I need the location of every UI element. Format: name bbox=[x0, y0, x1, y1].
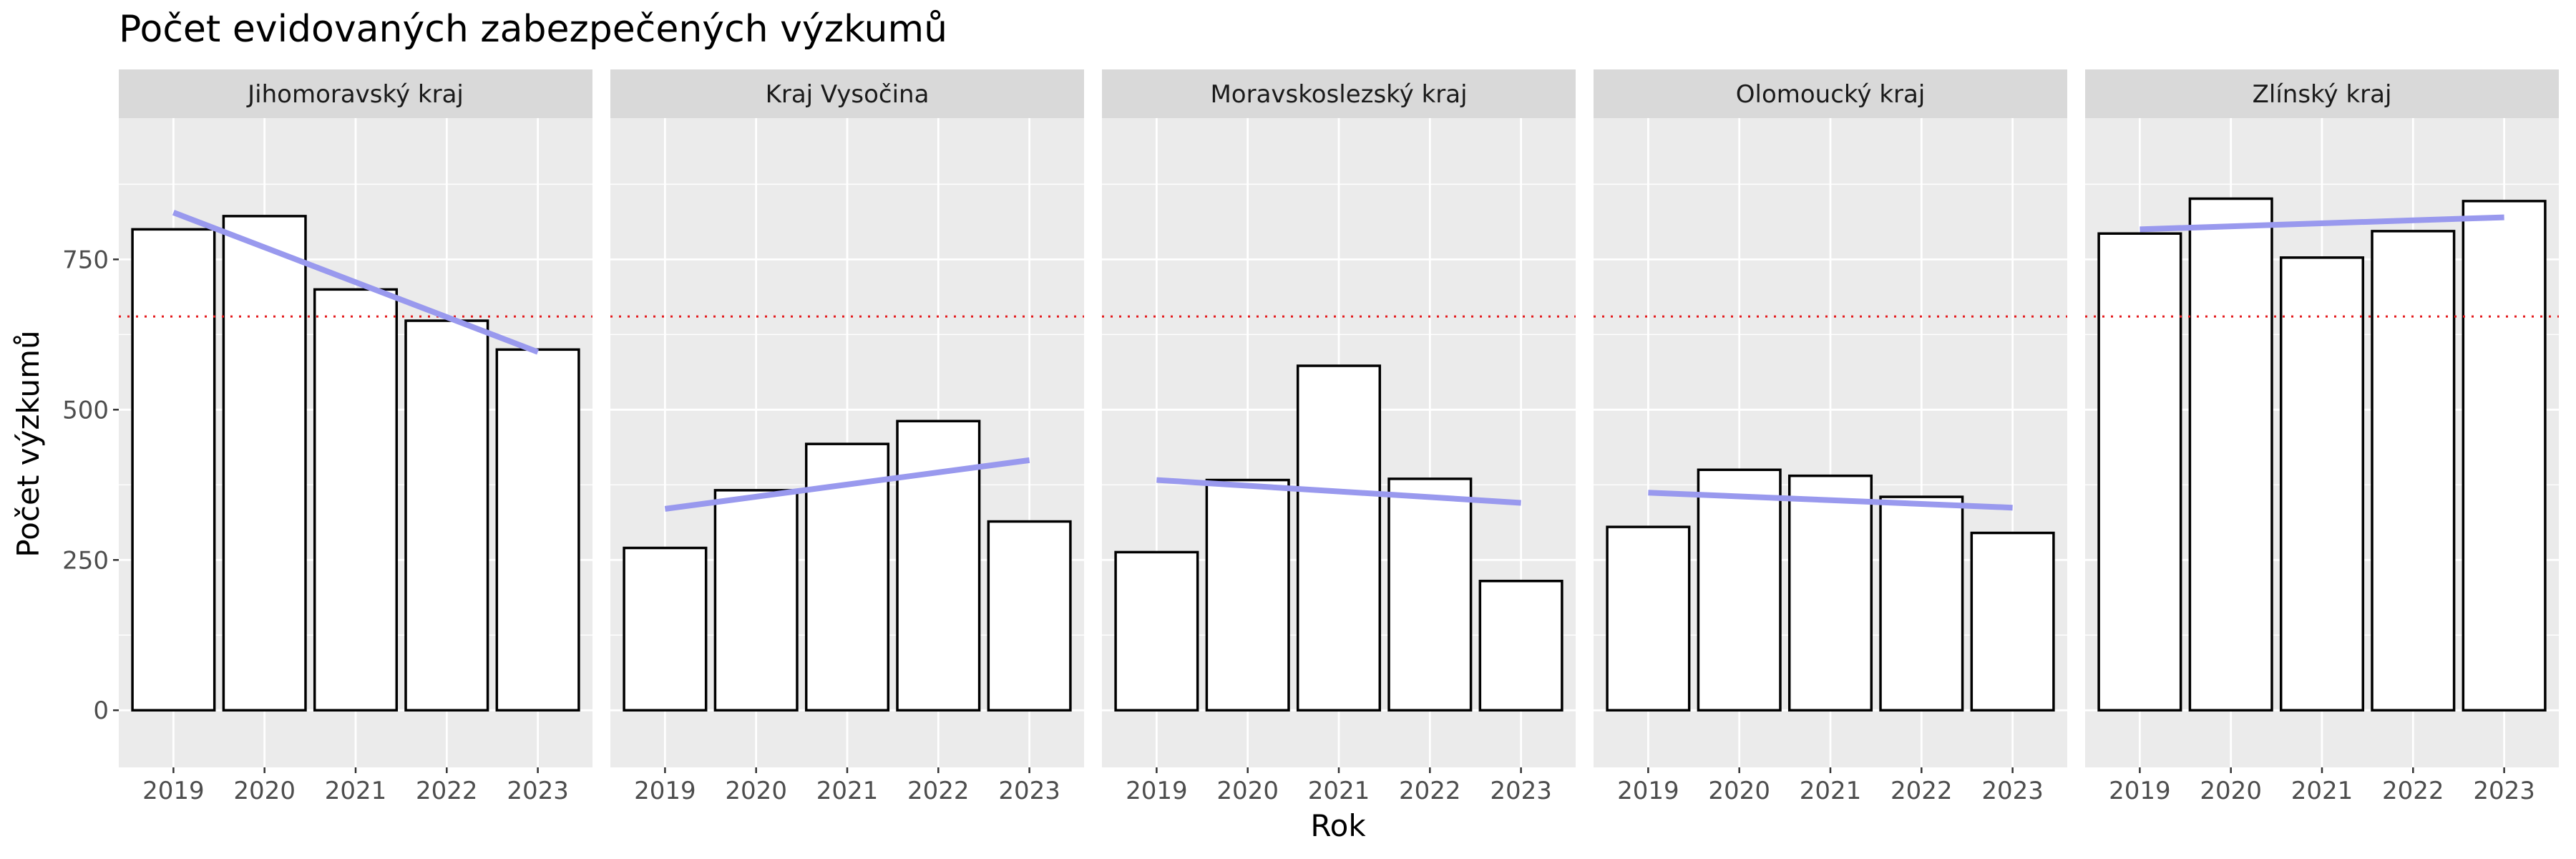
x-tick-label: 2023 bbox=[1981, 777, 2044, 805]
x-tick-label: 2019 bbox=[142, 777, 205, 805]
x-tick-label: 2023 bbox=[2473, 777, 2535, 805]
facet-panel: Moravskoslezský kraj 2019 2020 2021 2022 2023 bbox=[1102, 69, 1576, 805]
bar bbox=[1205, 478, 1290, 712]
bar bbox=[2188, 197, 2273, 712]
x-tick-label: 2022 bbox=[1890, 777, 1953, 805]
facet-strip-label: Olomoucký kraj bbox=[1736, 80, 1926, 109]
bar bbox=[1296, 364, 1382, 712]
x-tick-label: 2021 bbox=[1800, 777, 1862, 805]
y-axis-title: Počet výzkumů bbox=[11, 330, 46, 557]
facet-strip bbox=[119, 69, 592, 118]
x-tick-label: 2020 bbox=[1216, 777, 1279, 805]
trend-line bbox=[172, 210, 540, 355]
x-tick-label: 2022 bbox=[1399, 777, 1461, 805]
trend-line bbox=[1156, 477, 1521, 506]
x-tick-label: 2020 bbox=[233, 777, 296, 805]
bar bbox=[623, 546, 708, 712]
facet-strip-label: Kraj Vysočina bbox=[766, 80, 930, 109]
facet-panel: Jihomoravský kraj 2019 2020 2021 2022 2023 bbox=[119, 69, 592, 805]
x-tick-label: 2021 bbox=[1308, 777, 1370, 805]
facet-panel: Olomoucký kraj 2019 2020 2021 2022 2023 bbox=[1594, 69, 2067, 805]
bar bbox=[1478, 579, 1563, 712]
bar bbox=[1387, 477, 1473, 712]
y-tick-label: 750 bbox=[62, 246, 109, 274]
x-tick-label: 2019 bbox=[634, 777, 696, 805]
x-tick-label: 2023 bbox=[1490, 777, 1552, 805]
x-tick-label: 2019 bbox=[1126, 777, 1188, 805]
y-axis: 0 250 500 750 bbox=[62, 246, 119, 725]
x-tick-label: 2020 bbox=[725, 777, 787, 805]
x-tick-label: 2019 bbox=[1617, 777, 1679, 805]
facet-panel: Zlínský kraj 2019 2020 2021 2022 2023 bbox=[2085, 69, 2559, 805]
trend-line bbox=[2140, 214, 2504, 233]
facet-panel: Kraj Vysočina 2019 2020 2021 2022 2023 bbox=[610, 69, 1084, 805]
trend-line bbox=[1648, 490, 2013, 511]
bar bbox=[222, 215, 307, 712]
x-tick-label: 2022 bbox=[416, 777, 478, 805]
x-tick-label: 2022 bbox=[2382, 777, 2444, 805]
facet-strip-label: Moravskoslezský kraj bbox=[1210, 80, 1467, 109]
facet-strip bbox=[2085, 69, 2559, 118]
bar bbox=[2371, 230, 2456, 712]
bar bbox=[1114, 550, 1199, 712]
chart-title: Počet evidovaných zabezpečených výzkumů bbox=[119, 8, 947, 51]
x-tick-label: 2019 bbox=[2109, 777, 2171, 805]
facet-strip bbox=[1594, 69, 2067, 118]
bar bbox=[713, 489, 799, 712]
facet-strip-label: Jihomoravský kraj bbox=[246, 80, 464, 109]
facet-strip bbox=[1102, 69, 1576, 118]
y-tick-label: 500 bbox=[62, 396, 109, 424]
x-tick-label: 2023 bbox=[998, 777, 1060, 805]
bar bbox=[1606, 525, 1691, 712]
y-tick-label: 250 bbox=[62, 546, 109, 575]
facet-strip-label: Zlínský kraj bbox=[2253, 80, 2392, 109]
bar bbox=[495, 348, 580, 712]
x-axis-title: Rok bbox=[1310, 808, 1366, 843]
bar bbox=[404, 319, 489, 712]
x-tick-label: 2022 bbox=[907, 777, 970, 805]
x-tick-label: 2020 bbox=[2200, 777, 2262, 805]
bar bbox=[1787, 474, 1873, 712]
bar bbox=[2279, 256, 2365, 712]
x-tick-label: 2021 bbox=[2291, 777, 2353, 805]
x-tick-label: 2023 bbox=[507, 777, 569, 805]
bar bbox=[1697, 468, 1782, 712]
facet-strip bbox=[610, 69, 1084, 118]
bar bbox=[1970, 531, 2055, 712]
bar bbox=[987, 520, 1072, 712]
bar bbox=[1879, 495, 1964, 712]
bar bbox=[313, 288, 399, 712]
bar bbox=[2097, 232, 2182, 712]
y-tick-label: 0 bbox=[93, 697, 109, 725]
bar bbox=[896, 419, 981, 712]
bar bbox=[131, 228, 216, 712]
x-tick-label: 2020 bbox=[1708, 777, 1770, 805]
bar bbox=[2462, 200, 2547, 712]
trend-line bbox=[664, 457, 1030, 512]
x-tick-label: 2021 bbox=[325, 777, 387, 805]
x-tick-label: 2021 bbox=[816, 777, 879, 805]
